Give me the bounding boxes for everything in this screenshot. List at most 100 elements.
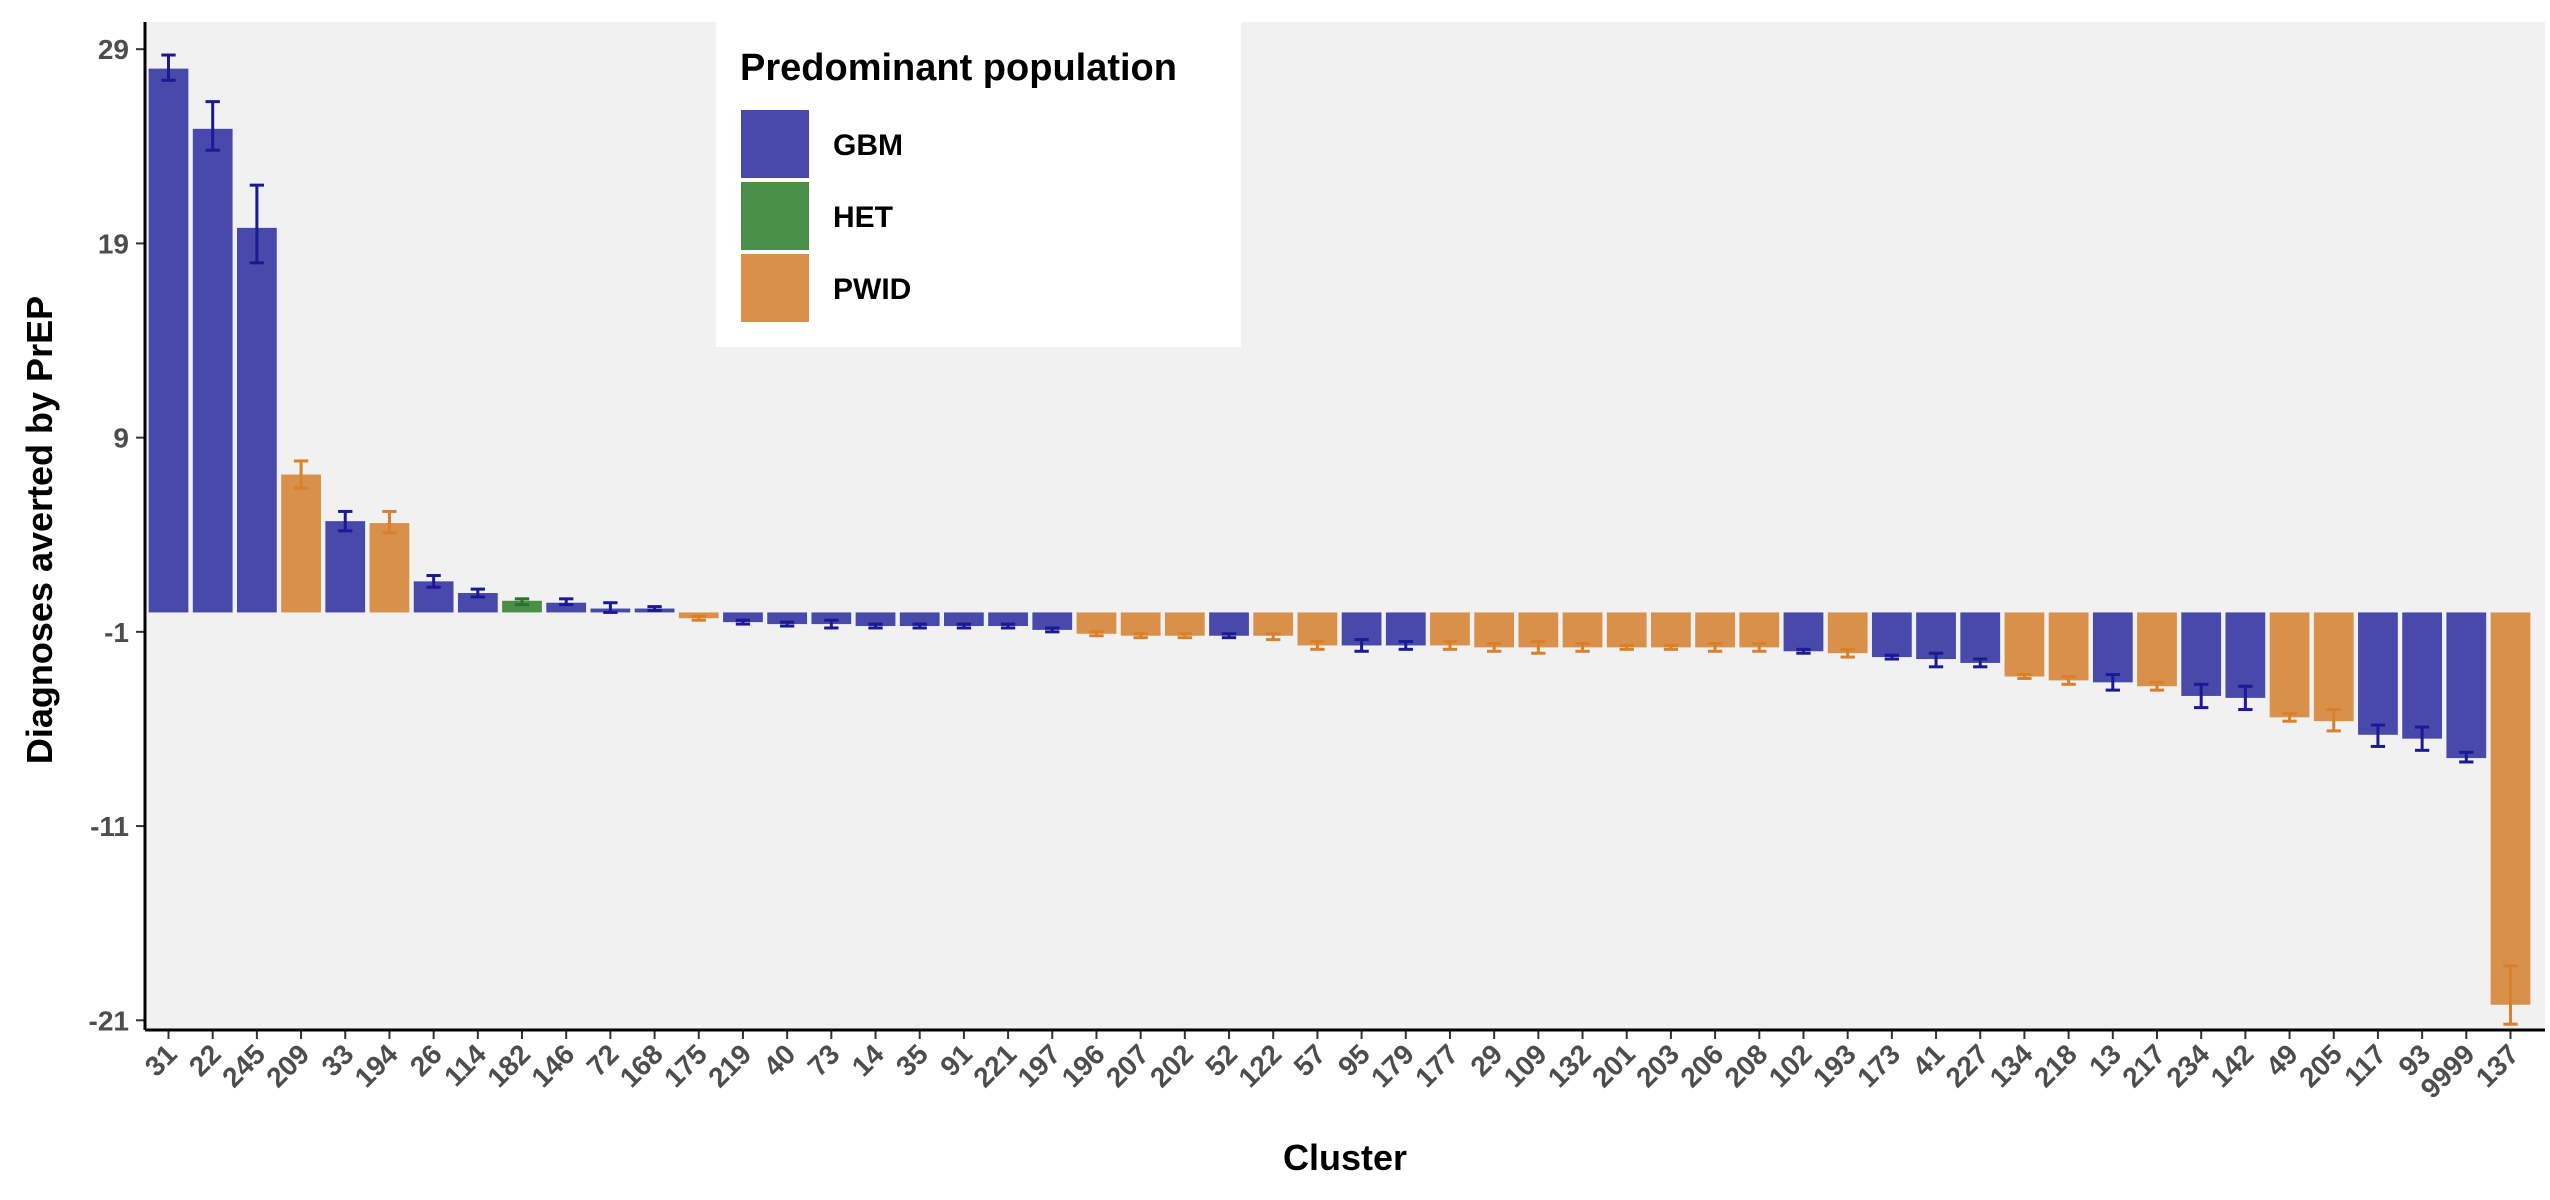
bar-31 [148,68,189,613]
error-bar-206 [1707,642,1723,653]
x-tick-label-117: 117 [2338,1038,2392,1092]
bar-41 [1916,612,1956,660]
error-bar-72 [603,601,618,614]
bar-209 [281,474,321,613]
bar-197 [1032,612,1073,630]
bar-205 [2313,612,2354,722]
error-bar-193 [1840,647,1855,659]
error-bar-234 [2194,682,2209,710]
error-bar-142 [2238,684,2253,712]
x-tick-label-179: 179 [1365,1038,1420,1093]
error-bar-209 [293,459,309,490]
x-tick-label-175: 175 [658,1038,713,1093]
bars-layer [148,68,2531,1005]
x-tick-label-196: 196 [1056,1038,1111,1093]
x-tick-label-205: 205 [2293,1038,2348,1093]
error-bar-122 [1266,632,1281,642]
x-tick-label-142: 142 [2205,1038,2260,1093]
error-bar-41 [1928,651,1944,669]
error-bar-117 [2370,723,2386,748]
bar-177 [1430,612,1470,646]
error-bar-13 [2105,673,2120,692]
x-tick-label-40: 40 [757,1038,801,1082]
x-axis-title: Cluster [1283,1137,1407,1178]
error-bar-173 [1884,653,1900,661]
y-tick-label-29: 29 [98,34,129,65]
bar-13 [2092,612,2133,683]
y-tick-label--11: -11 [90,811,129,842]
bar-194 [369,523,410,613]
bar-117 [2358,612,2398,735]
x-tick-label-197: 197 [1012,1038,1067,1093]
x-tick-label-146: 146 [525,1038,580,1093]
error-bar-227 [1973,657,1988,669]
error-bar-197 [1045,626,1060,634]
x-tick-label-221: 221 [967,1038,1022,1093]
x-tick-label-182: 182 [481,1038,536,1093]
legend-label-gbm: GBM [833,129,903,162]
x-tick-label-137: 137 [2470,1038,2525,1093]
error-bar-33 [338,509,353,533]
error-bar-182 [514,597,530,607]
error-bar-26 [426,574,441,589]
error-bar-179 [1398,640,1413,651]
bar-73 [811,612,852,625]
x-tick-label-227: 227 [1940,1038,1995,1093]
y-tick-label-9: 9 [113,423,129,454]
bar-114 [457,593,498,613]
error-bar-202 [1177,632,1192,640]
bar-93 [2402,612,2443,739]
error-bar-93 [2414,725,2430,752]
error-bar-31 [161,53,176,82]
bar-91 [944,612,984,627]
bar-137 [2490,612,2531,1005]
x-tick-label-26: 26 [404,1038,448,1082]
y-axis-title: Diagnoses averted by PrEP [19,296,60,764]
legend-label-pwid: PWID [833,273,911,306]
bar-227 [1960,612,2001,663]
bar-217 [2137,612,2177,687]
error-bar-57 [1310,640,1325,651]
bar-29 [1474,612,1515,648]
bar-40 [767,612,808,625]
error-bar-114 [470,587,485,599]
error-bar-29 [1487,642,1502,653]
error-bar-102 [1796,647,1811,655]
x-tick-label-218: 218 [2028,1038,2083,1093]
bar-132 [1562,612,1603,648]
bar-193 [1827,612,1868,654]
legend-key-pwid [741,254,809,322]
error-bar-221 [1000,622,1016,630]
error-bar-175 [691,614,706,622]
bar-201 [1606,612,1647,648]
legend: Predominant population GBM HET PWID [716,22,1241,347]
error-bar-217 [2149,680,2165,692]
x-tick-label-132: 132 [1542,1038,1597,1093]
x-tick-label-73: 73 [802,1038,846,1082]
x-tick-label-234: 234 [2160,1038,2215,1093]
x-tick-label-203: 203 [1630,1038,1685,1093]
bar-219 [723,612,763,623]
bar-196 [1076,612,1117,634]
y-tick-label--21: -21 [89,1005,129,1036]
bar-22 [192,128,233,613]
error-bar-146 [559,597,574,607]
bar-52 [1209,612,1249,636]
bar-208 [1739,612,1780,648]
bar-49 [2269,612,2310,718]
x-tick-label-134: 134 [1984,1038,2039,1093]
error-bar-219 [735,618,751,626]
bar-245 [236,227,277,613]
error-bar-168 [647,605,662,612]
error-bar-49 [2282,711,2297,723]
y-tick-label--1: -1 [104,617,129,648]
x-tick-label-194: 194 [349,1038,404,1093]
x-tick-label-206: 206 [1674,1038,1729,1093]
bar-182 [502,600,542,613]
x-tick-label-122: 122 [1233,1038,1288,1093]
x-tick-label-208: 208 [1719,1038,1774,1093]
error-bar-208 [1752,642,1767,653]
error-bar-218 [2061,675,2076,686]
error-bar-177 [1442,640,1458,651]
error-bar-109 [1531,640,1546,655]
